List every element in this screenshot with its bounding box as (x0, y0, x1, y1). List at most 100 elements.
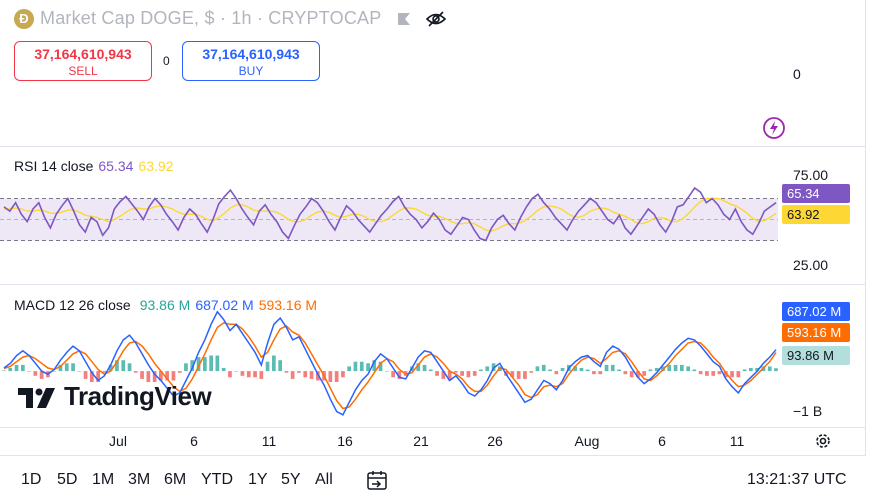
macd-histogram-bar (680, 364, 684, 372)
timeframe-6m[interactable]: 6M (164, 471, 187, 488)
rsi-ma-value: 63.92 (138, 158, 174, 174)
rsi-name: RSI 14 close (14, 158, 94, 174)
rsi-axis-bottom: 25.00 (793, 257, 829, 273)
timeframe-5y[interactable]: 5Y (281, 471, 301, 488)
sell-label: SELL (68, 64, 98, 78)
buy-button[interactable]: 37,164,610,943 BUY (182, 41, 320, 81)
timeframe-1m[interactable]: 1M (92, 471, 115, 488)
macd-signal-tag: 593.16 M (782, 323, 850, 342)
macd-histogram-bar (648, 369, 653, 372)
macd-histogram-bar (272, 355, 276, 372)
macd-histogram-bar (516, 371, 521, 379)
macd-histogram-bar (529, 371, 534, 373)
macd-histogram-bar (541, 364, 546, 372)
price-axis-label: 0 (793, 66, 801, 82)
timeframe-all[interactable]: All (315, 471, 333, 488)
macd-histogram-bar (441, 371, 446, 379)
pane-divider-macd[interactable] (0, 284, 865, 285)
macd-histogram-bar (604, 364, 609, 372)
utc-clock[interactable]: 13:21:37 UTC (747, 471, 847, 488)
macd-histogram-bar (14, 364, 19, 372)
sell-button[interactable]: 37,164,610,943 SELL (14, 41, 152, 81)
macd-histogram-bar (146, 371, 151, 382)
macd-histogram-bar (416, 363, 421, 372)
macd-histogram-bar (686, 366, 690, 372)
rsi-ma-tag: 63.92 (782, 205, 850, 224)
time-axis-divider (0, 427, 865, 428)
lightning-icon[interactable] (762, 116, 786, 140)
rsi-ma-line (4, 197, 777, 232)
macd-histogram-bar (71, 363, 75, 372)
macd-histogram-bar (560, 368, 565, 372)
macd-histogram-bar (64, 363, 69, 372)
macd-histogram-bar (623, 371, 628, 375)
macd-histogram-bar (573, 366, 577, 372)
macd-line-value: 687.02 M (195, 297, 254, 313)
macd-histogram-bar (372, 360, 377, 372)
macd-histogram-bar (341, 371, 345, 378)
macd-histogram-bar (52, 371, 56, 372)
macd-histogram-bar (723, 371, 728, 378)
macd-histogram-bar (673, 364, 678, 372)
macd-histogram-bar (309, 371, 314, 379)
flag-icon[interactable] (397, 12, 411, 26)
buy-price: 37,164,610,943 (202, 46, 300, 62)
tradingview-logo-icon (18, 387, 55, 408)
rsi-legend[interactable]: RSI 14 close 65.34 63.92 (14, 158, 173, 174)
macd-histogram-bar (265, 361, 270, 372)
timeframe-ytd[interactable]: YTD (201, 471, 233, 488)
macd-histogram-bar (472, 371, 477, 376)
macd-histogram-bar (171, 371, 176, 381)
macd-histogram-bar (21, 364, 25, 372)
time-label-jul-21: 21 (413, 433, 429, 449)
macd-histogram-bar (485, 366, 490, 372)
timeframe-3m[interactable]: 3M (128, 471, 151, 488)
tradingview-logo[interactable]: TradingView (18, 381, 212, 412)
macd-histogram-bar (454, 371, 458, 373)
spread-value: 0 (163, 54, 170, 68)
macd-histogram-bar (548, 369, 552, 372)
macd-histogram-bar (334, 371, 339, 382)
settings-gear-icon[interactable] (814, 432, 832, 450)
macd-histogram-bar (303, 371, 308, 378)
rsi-pane[interactable] (0, 147, 778, 283)
rsi-axis-top: 75.00 (793, 167, 829, 183)
macd-histogram-bar (240, 371, 245, 376)
macd-histogram-bar (742, 369, 747, 372)
macd-histogram-bar (297, 371, 301, 373)
macd-histogram-bar (353, 361, 358, 372)
macd-signal-line (3, 321, 777, 410)
macd-histogram-bar (215, 355, 220, 372)
macd-histogram-bar (359, 361, 364, 372)
macd-legend[interactable]: MACD 12 26 close 93.86 M 687.02 M 593.16… (14, 297, 317, 313)
macd-histogram-bar (234, 371, 239, 372)
time-label-jul-6: 6 (190, 433, 198, 449)
macd-histogram-bar (328, 371, 333, 382)
brand-name: TradingView (64, 381, 212, 411)
doge-coin-icon: Ð (14, 8, 34, 29)
macd-histogram-bar (366, 363, 370, 372)
macd-histogram-bar (585, 369, 590, 372)
macd-histogram-bar (654, 368, 659, 372)
macd-histogram-bar (705, 371, 709, 376)
macd-histogram-bar (554, 371, 559, 375)
timeframe-1y[interactable]: 1Y (248, 471, 268, 488)
macd-histogram-bar (140, 371, 144, 379)
macd-histogram-bar (711, 371, 716, 376)
macd-pane[interactable] (0, 285, 778, 426)
macd-histogram-bar (510, 371, 515, 378)
timeframe-1d[interactable]: 1D (21, 471, 42, 488)
macd-histogram-bar (108, 364, 113, 372)
macd-hist-value: 93.86 M (139, 297, 191, 313)
macd-histogram-bar (629, 371, 634, 378)
hide-eye-icon[interactable] (425, 10, 447, 28)
time-label-aug-11: 11 (729, 433, 745, 449)
timeframe-5d[interactable]: 5D (57, 471, 78, 488)
macd-histogram-bar (253, 371, 257, 378)
symbol-header: Ð Market Cap DOGE, $ · 1h · CRYPTOCAP (14, 8, 447, 29)
pane-divider-rsi[interactable] (0, 146, 865, 147)
macd-histogram-bar (221, 368, 226, 372)
calendar-goto-icon[interactable] (366, 469, 388, 491)
macd-histogram-bar (184, 363, 188, 372)
symbol-title[interactable]: Market Cap DOGE, $ · 1h · CRYPTOCAP (40, 8, 382, 28)
